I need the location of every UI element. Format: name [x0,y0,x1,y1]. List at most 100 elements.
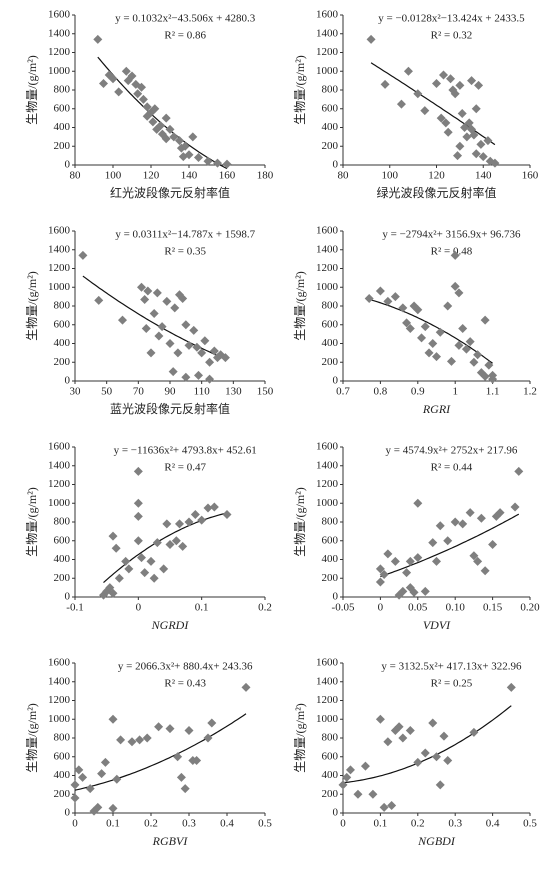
point [108,588,118,598]
point [409,587,419,597]
y-tick-label: 1600 [48,225,71,237]
point [94,295,104,305]
x-tick-label: 130 [225,386,242,398]
point [379,570,389,579]
point [450,89,460,99]
point [488,370,498,380]
point [70,780,80,790]
point [124,564,134,574]
point [390,292,400,302]
point [209,502,219,512]
x-tick-label: 0.10 [446,602,466,614]
x-tick-label: 0.2 [411,818,425,830]
y-tick-label: 0 [333,807,339,819]
equation: y = −11636x²+ 4793.8x+ 452.61 [114,445,257,457]
point [133,511,143,521]
y-tick-label: 400 [322,769,339,781]
point [138,94,148,104]
y-axis-label: 生物量/(g/m²) [25,703,39,773]
point [458,324,468,333]
y-tick-label: 1000 [48,497,71,509]
point [450,517,460,527]
x-tick-label: 0 [340,818,346,830]
y-tick-label: 0 [65,159,71,171]
point [188,132,198,142]
x-tick-label: 0.3 [448,818,462,830]
x-tick-label: 70 [133,386,145,398]
point [140,568,150,578]
y-tick-label: 800 [54,300,71,312]
point [154,331,164,341]
point [178,541,188,551]
point [78,772,88,782]
point [222,510,232,519]
point [205,357,215,367]
y-tick-label: 600 [54,750,71,762]
point [146,348,156,358]
point [368,789,378,799]
y-tick-label: 1000 [316,497,339,509]
point [197,515,207,525]
x-tick-label: 80 [70,170,82,182]
x-tick-label: 140 [475,170,492,182]
y-tick-label: 400 [54,553,71,565]
point [435,327,445,337]
point [465,508,475,518]
point [162,296,172,306]
x-tick-label: 90 [165,386,177,398]
y-axis-label: 生物量/(g/m²) [25,55,39,125]
x-tick-label: 100 [382,170,399,182]
point [383,296,393,306]
point [364,294,374,303]
equation: y = 4574.9x²+ 2752x+ 217.96 [385,445,517,457]
point [78,250,88,260]
y-tick-label: 400 [54,337,71,349]
point [156,121,165,131]
y-tick-label: 1400 [316,459,339,471]
point [403,66,413,76]
y-tick-label: 1000 [48,281,71,293]
point [424,348,434,358]
point [171,536,181,546]
point [161,134,171,144]
x-axis-label: VDVI [423,618,451,632]
x-tick-label: 50 [101,386,113,398]
point [495,508,505,518]
point [405,556,415,566]
y-tick-label: 400 [54,769,71,781]
point [100,757,110,767]
x-tick-label: 0.9 [411,386,425,398]
point [454,340,464,350]
point [435,780,445,790]
y-tick-label: 1000 [48,65,71,77]
x-tick-label: 180 [257,170,274,182]
y-tick-label: 1400 [316,243,339,255]
point [469,727,479,737]
y-axis-label: 生物量/(g/m²) [25,487,39,557]
point [108,714,118,724]
y-tick-label: 1600 [316,9,339,21]
y-tick-label: 200 [322,572,339,584]
y-tick-label: 1200 [48,694,71,706]
x-tick-label: 0.05 [408,602,428,614]
point [133,466,143,476]
y-tick-label: 1200 [48,46,71,58]
point [205,374,215,384]
x-tick-label: 0.5 [523,818,537,830]
point [473,556,483,566]
point [413,553,423,563]
y-tick-label: 600 [322,318,339,330]
point [510,502,520,512]
point [111,543,121,553]
point [450,250,460,260]
x-tick-label: 0.2 [258,602,272,614]
point [450,281,460,291]
point [454,288,464,298]
y-tick-label: 200 [322,356,339,368]
y-tick-label: 1200 [316,694,339,706]
x-tick-label: 0.5 [258,818,272,830]
equation: y = 2066.3x²+ 880.4x+ 243.36 [118,661,253,673]
point [137,82,146,92]
r-squared: R² = 0.32 [431,30,473,42]
point [353,789,363,799]
